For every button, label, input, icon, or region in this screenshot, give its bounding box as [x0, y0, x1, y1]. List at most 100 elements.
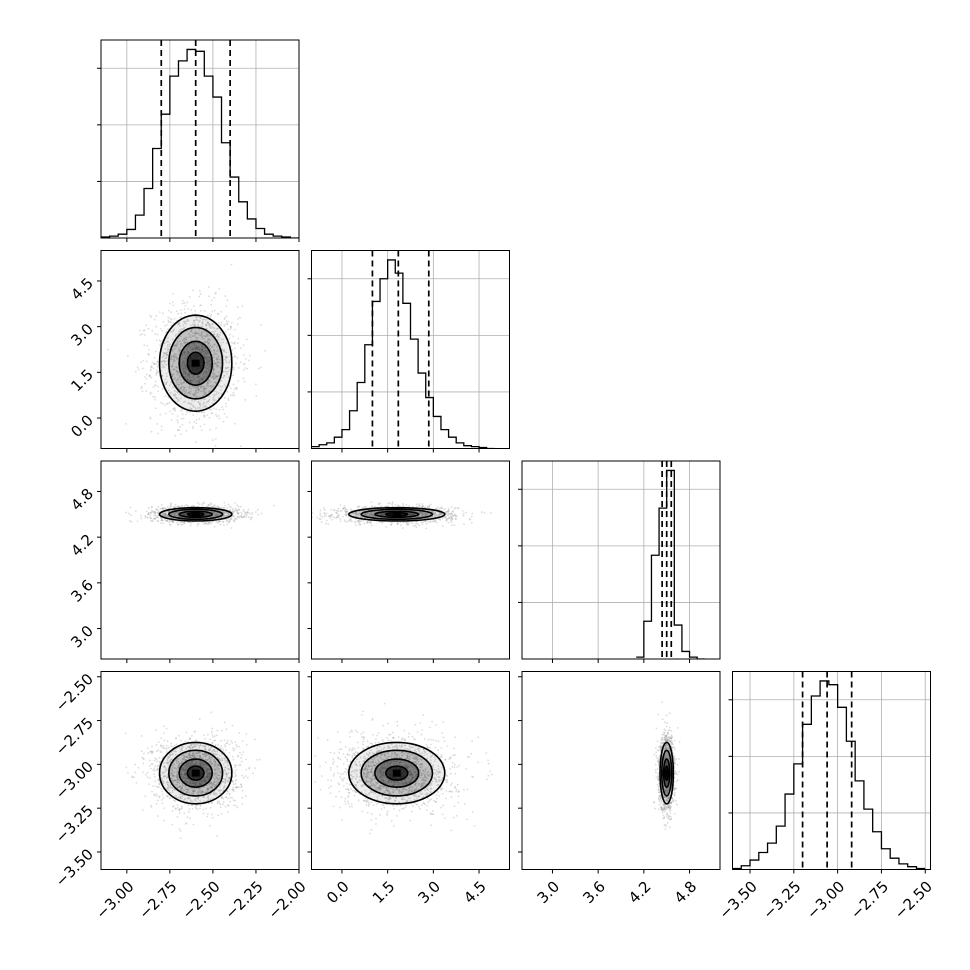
scatter-point — [197, 391, 199, 394]
scatter-point — [222, 515, 225, 517]
scatter-point — [240, 511, 242, 514]
scatter-point — [355, 513, 358, 516]
scatter-point — [170, 311, 173, 314]
scatter-point — [215, 427, 217, 430]
scatter-point — [163, 362, 166, 365]
scatter-point — [193, 378, 196, 381]
scatter-point — [357, 522, 360, 525]
scatter-point — [218, 287, 221, 290]
scatter-point — [171, 373, 173, 376]
scatter-point — [214, 515, 217, 518]
scatter-point — [168, 756, 171, 758]
scatter-point — [164, 352, 167, 355]
scatter-point — [199, 377, 202, 380]
scatter-point — [451, 510, 454, 513]
scatter-point — [210, 325, 213, 328]
scatter-point — [179, 345, 182, 348]
scatter-point — [166, 514, 168, 517]
scatter-point — [212, 365, 215, 368]
scatter-point — [225, 356, 228, 359]
scatter-point — [215, 514, 218, 517]
scatter-point — [247, 508, 250, 511]
scatter-point — [215, 521, 218, 524]
scatter-point — [204, 335, 207, 337]
scatter-point — [411, 513, 414, 516]
scatter-point — [200, 325, 203, 327]
scatter-point — [215, 514, 217, 517]
scatter-point — [146, 516, 149, 519]
scatter-point — [176, 373, 179, 376]
scatter-point — [200, 348, 202, 351]
marginal-panel-4 — [728, 671, 931, 870]
scatter-point — [189, 755, 192, 758]
scatter-point — [204, 324, 207, 326]
scatter-point — [240, 785, 243, 788]
scatter-point — [427, 520, 430, 523]
scatter-point — [184, 373, 187, 375]
scatter-point — [383, 513, 385, 516]
scatter-point — [227, 503, 230, 506]
scatter-point — [171, 412, 174, 415]
scatter-point — [213, 377, 216, 380]
scatter-point — [181, 523, 183, 526]
scatter-point — [167, 515, 170, 518]
scatter-point — [170, 418, 173, 421]
scatter-point — [209, 362, 211, 365]
scatter-point — [216, 514, 219, 517]
scatter-point — [382, 512, 385, 515]
scatter-point — [419, 511, 422, 514]
scatter-point — [214, 513, 217, 516]
scatter-point — [324, 512, 326, 515]
scatter-point — [173, 763, 176, 766]
scatter-point — [231, 796, 233, 799]
scatter-point — [365, 506, 367, 509]
scatter-point — [194, 331, 197, 334]
scatter-point — [201, 347, 204, 350]
scatter-point — [192, 374, 195, 377]
scatter-point — [208, 768, 210, 771]
scatter-point — [208, 295, 210, 298]
scatter-point — [186, 350, 189, 353]
scatter-point — [489, 512, 492, 514]
scatter-point — [409, 512, 412, 515]
scatter-point — [185, 365, 187, 367]
scatter-point — [201, 503, 203, 505]
scatter-point — [422, 505, 424, 507]
scatter-point — [226, 372, 229, 375]
scatter-point — [174, 512, 176, 515]
scatter-point — [190, 330, 192, 333]
scatter-point — [383, 512, 386, 515]
scatter-point — [176, 816, 179, 818]
scatter-point — [187, 319, 190, 322]
scatter-point — [189, 764, 192, 767]
scatter-point — [205, 513, 208, 516]
scatter-point — [165, 354, 168, 357]
scatter-point — [242, 509, 245, 511]
scatter-point — [219, 333, 221, 336]
marginal-panel-3 — [518, 460, 721, 660]
scatter-point — [183, 363, 185, 366]
scatter-point — [210, 303, 213, 306]
scatter-point — [130, 520, 133, 523]
scatter-point — [205, 383, 208, 386]
scatter-point — [205, 349, 207, 352]
scatter-point — [210, 711, 213, 714]
scatter-point — [243, 380, 246, 383]
scatter-point — [369, 513, 371, 515]
scatter-point — [208, 504, 210, 507]
scatter-point — [223, 515, 226, 517]
scatter-point — [164, 325, 166, 328]
scatter-point — [244, 775, 247, 778]
scatter-point — [185, 338, 188, 341]
scatter-point — [236, 342, 239, 344]
scatter-point — [170, 318, 173, 321]
scatter-point — [230, 321, 233, 324]
scatter-point — [185, 514, 188, 516]
scatter-point — [194, 407, 197, 410]
scatter-point — [387, 505, 389, 507]
scatter-point — [183, 755, 186, 758]
scatter-point — [140, 361, 142, 363]
scatter-point — [211, 375, 214, 378]
scatter-point — [179, 379, 182, 382]
